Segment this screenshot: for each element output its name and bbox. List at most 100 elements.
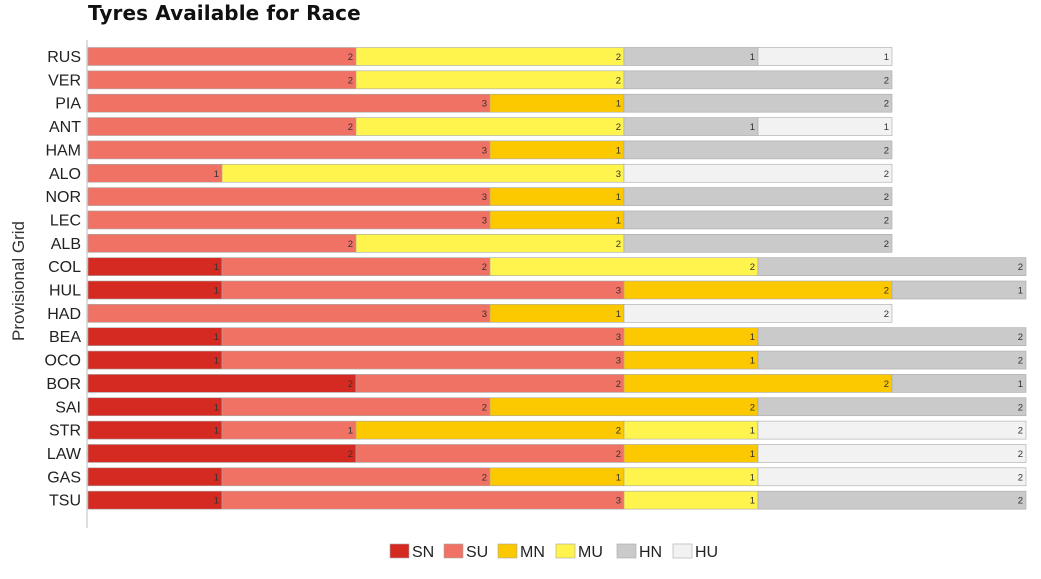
data-label-hu-rus: 1 [884,52,889,63]
bar-segment-hn-pia [623,93,893,113]
bar-segment-su-sai [221,397,491,417]
legend-label-hu: HU [695,544,718,561]
data-label-mn-ham: 1 [616,145,621,156]
bar-segment-mn-oco [623,350,759,370]
bar-segment-hn-oco [757,350,1027,370]
data-label-mu-gas: 1 [750,472,755,483]
bar-segment-su-tsu [221,490,625,510]
bar-segment-mn-bea [623,327,759,347]
data-label-mn-bor: 2 [884,379,889,390]
data-label-mn-sai: 2 [750,402,755,413]
data-label-sn-hul: 1 [214,286,219,297]
bar-segment-su-gas [221,467,491,487]
bar-segment-hu-law [757,444,1027,463]
data-label-hu-ant: 1 [884,122,889,133]
bar-segment-hn-alb [623,234,893,253]
data-label-su-lec: 3 [482,215,487,226]
y-tick-label-law: LAW [47,446,82,463]
data-label-hu-gas: 2 [1018,472,1023,483]
data-label-hn-rus: 1 [750,52,755,63]
data-label-sn-oco: 1 [214,356,219,367]
bar-segment-mu-col [489,257,759,276]
data-label-sn-col: 1 [214,262,219,273]
data-label-hn-tsu: 2 [1018,496,1023,507]
y-tick-label-alb: ALB [51,236,81,253]
bar-segment-hn-rus [623,47,759,66]
bar-segment-sn-hul [87,280,223,300]
data-label-mn-oco: 1 [750,356,755,367]
bar-segment-sn-gas [87,467,223,487]
bar-segment-mn-nor [489,187,625,206]
data-label-su-nor: 3 [482,192,487,203]
data-label-hn-ham: 2 [884,145,889,156]
data-label-hn-alb: 2 [884,239,889,250]
bar-segment-hu-ant [757,117,893,136]
data-label-mu-ver: 2 [616,75,621,86]
bar-segment-su-str [221,420,357,440]
y-tick-label-nor: NOR [45,189,81,206]
data-label-su-rus: 2 [348,52,353,63]
data-label-hn-ver: 2 [884,75,889,86]
data-label-su-oco: 3 [616,356,621,367]
bar-segment-su-hul [221,280,625,300]
data-label-mu-tsu: 1 [750,496,755,507]
bar-segment-su-ham [87,140,491,160]
data-label-sn-sai: 1 [214,402,219,413]
y-tick-label-oco: OCO [45,353,81,370]
bar-segment-hn-col [757,257,1027,276]
bar-segment-hn-hul [891,280,1027,300]
bar-segment-sn-bea [87,327,223,347]
bar-segment-mu-str [623,420,759,440]
bar-segment-su-ver [87,70,357,90]
y-tick-label-alo: ALO [49,166,81,183]
data-label-hn-bea: 2 [1018,332,1023,343]
data-label-su-gas: 2 [482,472,487,483]
y-tick-label-bea: BEA [49,329,81,346]
bar-segment-hn-sai [757,397,1027,417]
data-label-hn-sai: 2 [1018,402,1023,413]
bar-segment-su-oco [221,350,625,370]
data-label-su-pia: 3 [482,99,487,110]
data-label-su-ant: 2 [348,122,353,133]
bar-segment-mu-gas [623,467,759,487]
bar-segment-mu-alb [355,234,625,253]
bar-segment-mn-law [623,444,759,463]
bar-segment-mn-pia [489,93,625,113]
data-label-su-sai: 2 [482,402,487,413]
bar-segment-mn-bor [623,374,893,393]
bar-segment-sn-sai [87,397,223,417]
data-label-sn-law: 2 [348,449,353,460]
bar-segment-mu-rus [355,47,625,66]
bar-segment-mn-gas [489,467,625,487]
y-tick-label-had: HAD [47,306,81,323]
data-label-hn-pia: 2 [884,99,889,110]
bar-segment-mu-alo [221,163,625,183]
data-label-hn-ant: 1 [750,122,755,133]
legend-swatch-hn [616,543,637,559]
data-label-mu-str: 1 [750,426,755,437]
y-tick-label-rus: RUS [47,49,81,66]
y-tick-label-ant: ANT [49,119,81,136]
data-label-su-alb: 2 [348,239,353,250]
legend-swatch-mu [555,543,576,559]
data-label-hn-oco: 2 [1018,356,1023,367]
legend-swatch-su [443,543,464,559]
data-label-mn-had: 1 [616,309,621,320]
bar-segment-sn-tsu [87,490,223,510]
data-label-hu-law: 2 [1018,449,1023,460]
data-label-hu-alo: 2 [884,169,889,180]
y-tick-label-lec: LEC [50,212,81,229]
data-label-mn-bea: 1 [750,332,755,343]
legend-label-mn: MN [520,544,545,561]
bar-segment-hu-gas [757,467,1027,487]
legend-label-su: SU [466,544,488,561]
data-label-sn-bea: 1 [214,332,219,343]
bar-segment-mn-ham [489,140,625,160]
y-tick-label-sai: SAI [55,399,81,416]
data-label-mu-alo: 3 [616,169,621,180]
bar-segment-su-col [221,257,491,276]
data-label-mu-rus: 2 [616,52,621,63]
bar-segment-su-law [355,444,625,463]
data-label-mn-nor: 1 [616,192,621,203]
bars-layer: 2 2 1 1 2 2 2 3 1 2 2 2 1 1 3 1 2 1 3 2 3 1 2 3 1 2 2 2 2 1 2 2 2 1 3 2 1 3 1 2… [87,47,1027,510]
